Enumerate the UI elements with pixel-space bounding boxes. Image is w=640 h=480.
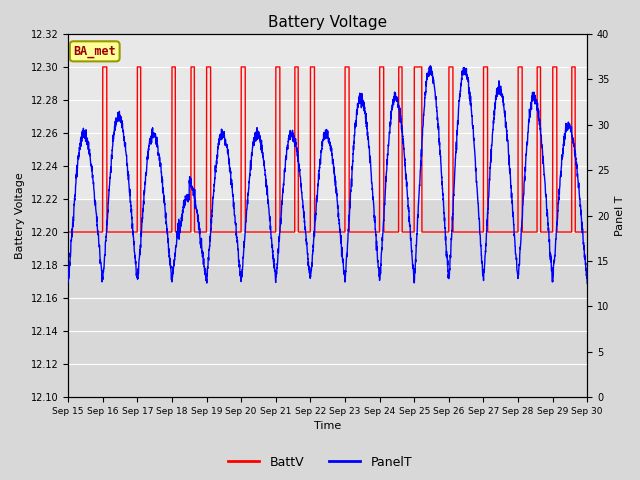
Bar xyxy=(68,34,588,199)
Legend: BattV, PanelT: BattV, PanelT xyxy=(223,451,417,474)
X-axis label: Time: Time xyxy=(314,421,341,432)
Y-axis label: Battery Voltage: Battery Voltage xyxy=(15,172,25,259)
Y-axis label: Panel T: Panel T xyxy=(615,195,625,236)
Title: Battery Voltage: Battery Voltage xyxy=(268,15,387,30)
Text: BA_met: BA_met xyxy=(74,45,116,58)
